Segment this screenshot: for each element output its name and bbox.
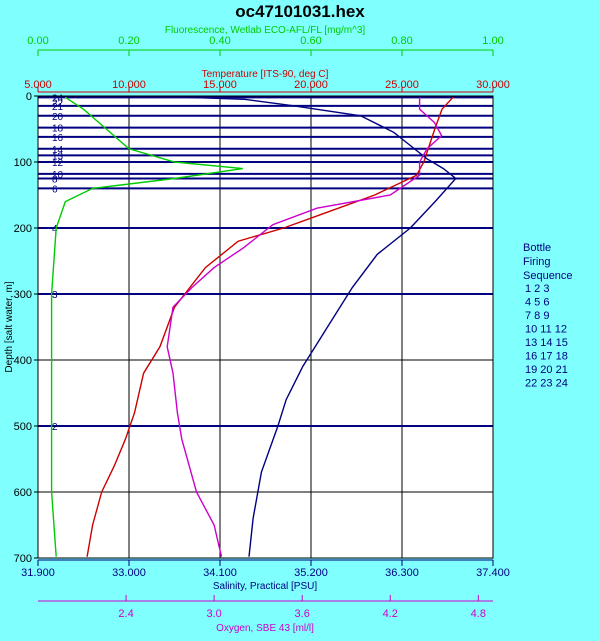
chart-title: oc47101031.hex	[235, 2, 365, 21]
temperature-tick-label: 30.000	[476, 79, 510, 91]
bottle-label: 18	[52, 124, 64, 135]
depth-tick-label: 0	[26, 91, 32, 103]
bottle-label: 12	[52, 158, 64, 169]
temperature-tick-label: 15.000	[203, 79, 237, 91]
bottle-label: 20	[52, 112, 64, 123]
bottle-label: 10	[52, 170, 64, 181]
legend-row: 1 2 3	[525, 283, 549, 295]
legend-row: 13 14 15	[525, 337, 568, 349]
bottle-label: 3	[52, 290, 58, 301]
temperature-tick-label: 25.000	[385, 79, 419, 91]
bottle-label: 21	[52, 102, 64, 113]
bottle-label: 22	[52, 98, 64, 109]
depth-tick-label: 300	[14, 289, 32, 301]
bottle-label: 16	[52, 133, 64, 144]
depth-tick-label: 400	[14, 355, 32, 367]
salinity-tick-label: 34.100	[203, 567, 237, 579]
temperature-tick-label: 5.000	[24, 79, 52, 91]
salinity-tick-label: 35.200	[294, 567, 328, 579]
legend-row: 10 11 12	[525, 324, 567, 336]
temperature-axis-label: Temperature [ITS-90, deg C]	[202, 69, 329, 80]
legend-row: 22 23 24	[525, 378, 568, 390]
bottle-label: 6	[52, 184, 58, 195]
fluorescence-tick-label: 0.20	[118, 35, 139, 47]
temperature-tick-label: 20.000	[294, 79, 328, 91]
bottle-label: 24	[52, 93, 64, 104]
fluorescence-tick-label: 0.80	[391, 35, 412, 47]
salinity-tick-label: 31.900	[21, 567, 55, 579]
series-line-salinity	[186, 96, 457, 557]
salinity-axis-label: Salinity, Practical [PSU]	[213, 581, 318, 592]
bottle-label: 2	[52, 422, 58, 433]
oxygen-tick-label: 3.6	[295, 608, 310, 620]
series-line-oxygen	[166, 97, 443, 557]
fluorescence-tick-label: 1.00	[482, 35, 503, 47]
plot-area	[38, 96, 493, 558]
oxygen-tick-label: 2.4	[118, 608, 133, 620]
bottle-label: 13	[52, 151, 64, 162]
depth-axis-label: Depth [salt water, m]	[4, 281, 15, 372]
salinity-tick-label: 36.300	[385, 567, 419, 579]
oxygen-tick-label: 3.0	[206, 608, 221, 620]
legend-title-line: Firing	[523, 256, 551, 268]
legend-title-line: Sequence	[523, 270, 573, 282]
legend-row: 7 8 9	[525, 310, 549, 322]
depth-tick-label: 500	[14, 421, 32, 433]
fluorescence-axis-label: Fluorescence, Wetlab ECO-AFL/FL [mg/m^3]	[165, 25, 366, 36]
salinity-tick-label: 33.000	[112, 567, 146, 579]
fluorescence-tick-label: 0.60	[300, 35, 321, 47]
depth-tick-label: 200	[14, 223, 32, 235]
depth-tick-label: 700	[14, 553, 32, 565]
legend-row: 19 20 21	[525, 364, 568, 376]
depth-tick-label: 100	[14, 157, 32, 169]
oxygen-tick-label: 4.8	[471, 608, 486, 620]
depth-tick-label: 600	[14, 487, 32, 499]
plot-frame	[37, 95, 494, 559]
legend-title-line: Bottle	[523, 242, 551, 254]
oxygen-axis-label: Oxygen, SBE 43 [ml/l]	[216, 623, 314, 634]
bottle-label: 8	[52, 175, 58, 186]
legend-row: 4 5 6	[525, 297, 549, 309]
bottle-label: 14	[52, 145, 64, 156]
oxygen-tick-label: 4.2	[383, 608, 398, 620]
fluorescence-tick-label: 0.40	[209, 35, 230, 47]
series-line-fluorescence	[50, 96, 243, 557]
bottle-label: 4	[52, 224, 58, 235]
temperature-tick-label: 10.000	[112, 79, 146, 91]
salinity-tick-label: 37.400	[476, 567, 510, 579]
fluorescence-tick-label: 0.00	[27, 35, 48, 47]
legend-row: 16 17 18	[525, 351, 568, 363]
axes-layer: 0 100 200 300 400 500 600 700 0.00 0.20 0.40 0.60 0.…	[14, 35, 510, 620]
